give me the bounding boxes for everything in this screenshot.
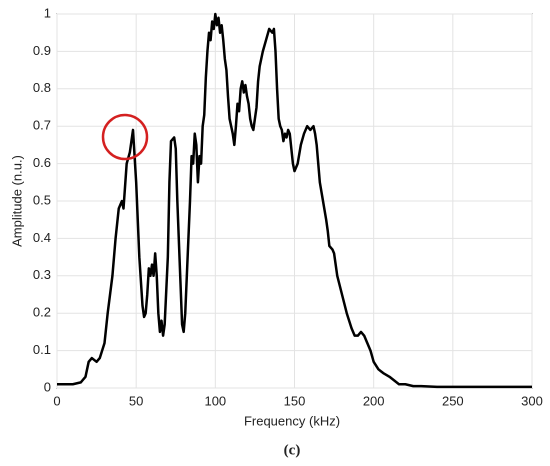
x-tick-label: 100: [204, 393, 226, 408]
x-tick-label: 50: [129, 393, 143, 408]
y-tick-label: 0.2: [33, 305, 51, 320]
y-tick-label: 0: [44, 379, 51, 394]
y-tick-label: 0.7: [33, 118, 51, 133]
x-tick-label: 200: [363, 393, 385, 408]
y-tick-label: 0.8: [33, 80, 51, 95]
x-axis-label: Frequency (kHz): [244, 413, 340, 428]
y-tick-label: 0.3: [33, 267, 51, 282]
x-tick-label: 250: [442, 393, 464, 408]
data-line: [57, 12, 532, 389]
y-tick-label: 0.1: [33, 342, 51, 357]
x-tick-label: 150: [284, 393, 306, 408]
x-tick-label: 0: [53, 393, 60, 408]
y-axis-label: Amplitude (n.u.): [9, 155, 24, 247]
x-tick-label: 300: [521, 393, 543, 408]
caption: (c): [284, 442, 301, 458]
y-tick-label: 0.5: [33, 192, 51, 207]
highlight-circle: [101, 113, 149, 161]
y-tick-label: 0.9: [33, 43, 51, 58]
y-tick-label: 0.6: [33, 155, 51, 170]
y-tick-label: 0.4: [33, 230, 51, 245]
y-tick-label: 1: [44, 5, 51, 20]
